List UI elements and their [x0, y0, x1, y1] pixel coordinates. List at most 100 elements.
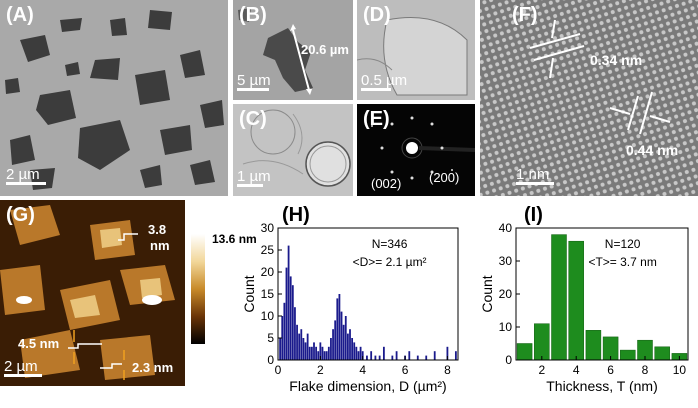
h-bar [366, 355, 368, 360]
panel-b-image [233, 0, 353, 100]
h-bar [355, 346, 358, 360]
h-bar [298, 333, 301, 360]
i-x-tick-label: 10 [673, 363, 687, 377]
h-bar [336, 298, 339, 360]
h-bar [395, 351, 398, 360]
i-sample-size: N=120 [605, 237, 641, 251]
panel-h-label: (H) [282, 204, 310, 226]
h-sample-size: N=346 [372, 237, 408, 251]
panel-d-scale-bar: 0.5 µm [361, 72, 408, 91]
h-bar [319, 342, 322, 360]
panel-c: (C) 1 µm [233, 104, 353, 196]
panel-g-height-1: 3.8 [148, 222, 167, 237]
h-bar [289, 276, 292, 360]
panel-g-label: (G) [6, 204, 35, 226]
h-bar [330, 338, 332, 360]
h-bar [346, 333, 349, 360]
h-x-tick-label: 8 [444, 363, 451, 377]
h-bar [342, 324, 345, 360]
h-y-tick-label: 25 [261, 243, 275, 257]
panel-g-height-2: 4.5 nm [18, 336, 60, 351]
h-bar [294, 307, 296, 360]
panel-g-height-3: 2.3 nm [132, 360, 174, 375]
h-y-tick-label: 15 [261, 287, 275, 301]
h-bar [349, 329, 351, 360]
h-bar [285, 267, 288, 360]
chart-thickness: 2 4 6 8 10 0 10 20 30 40 Thickness, T (nm) Count N=1… [479, 221, 689, 394]
afm-color-bar-max: 13.6 nm [212, 232, 257, 246]
i-x-tick-label: 4 [573, 363, 580, 377]
panel-g-scale-text: 2 µm [4, 358, 38, 375]
h-x-tick-label: 0 [275, 363, 282, 377]
h-x-tick-label: 4 [359, 363, 366, 377]
i-bar [551, 234, 567, 361]
i-bar [516, 343, 533, 361]
panel-f-image [480, 0, 698, 196]
h-bar [425, 355, 428, 360]
h-bar [353, 342, 356, 360]
h-bar [287, 245, 290, 360]
h-x-tick-label: 2 [317, 363, 324, 377]
panel-g-scale-bar: 2 µm [4, 358, 42, 377]
h-bar [315, 346, 318, 360]
i-bar [654, 346, 670, 361]
h-plot-frame [277, 227, 459, 361]
i-mean-value: <T>= 3.7 nm [588, 255, 656, 269]
chart-flake-dimension: 0 2 4 6 8 0 5 10 15 20 25 30 Flake dimension, D (µm²… [241, 221, 459, 394]
panel-c-label: (C) [239, 108, 267, 130]
i-y-tick-label: 0 [505, 353, 512, 367]
panel-f-scale-text: 1 nm [516, 166, 550, 183]
h-bar [283, 302, 286, 360]
h-bar [321, 346, 324, 360]
panel-b-label: (B) [239, 4, 267, 26]
h-bar [408, 351, 411, 360]
panel-a-image [0, 0, 228, 196]
i-x-axis-label: Thickness, T (nm) [546, 378, 658, 394]
h-bar [433, 351, 436, 360]
i-bar [568, 240, 584, 361]
h-y-tick-label: 10 [261, 309, 275, 323]
h-bar [454, 351, 457, 360]
h-mean-value: <D>= 2.1 µm² [353, 255, 427, 269]
panel-f-spacing-2: 0.44 nm [626, 142, 679, 158]
panel-c-scale-text: 1 µm [237, 168, 271, 185]
panel-f: (F) 0.34 nm 0.44 nm 1 nm [480, 0, 698, 196]
h-y-tick-label: 5 [267, 331, 274, 345]
h-bar [344, 316, 347, 360]
h-bar [382, 346, 385, 360]
h-bar [323, 351, 326, 360]
h-bar [446, 346, 449, 360]
panel-g: (G) 3.8 nm 4.5 nm 2.3 nm 2 µm [0, 200, 185, 386]
h-bar [313, 342, 315, 360]
h-bar [378, 355, 381, 360]
h-bar [291, 285, 294, 360]
panel-f-label: (F) [512, 4, 538, 26]
i-y-axis-label: Count [479, 275, 495, 312]
h-bar [327, 346, 330, 360]
h-bar [325, 351, 328, 360]
panel-d-scale-text: 0.5 µm [361, 72, 408, 89]
i-x-tick-label: 8 [642, 363, 649, 377]
i-bar [620, 349, 636, 361]
i-x-tick-label: 6 [607, 363, 614, 377]
h-bar [391, 355, 394, 360]
i-y-tick-label: 40 [499, 221, 513, 235]
h-bar [306, 333, 309, 360]
h-bar [416, 355, 419, 360]
h-bar [334, 320, 337, 360]
h-bar [374, 355, 377, 360]
h-y-tick-label: 30 [261, 221, 275, 235]
h-bar [351, 338, 354, 360]
i-bar [534, 323, 550, 361]
h-bar [296, 324, 298, 360]
h-bar [308, 346, 311, 360]
h-x-tick-label: 6 [402, 363, 409, 377]
h-y-axis-label: Count [241, 275, 257, 312]
panel-e: (E) (002) (200) [357, 104, 475, 196]
panel-a: (A) 2 µm [0, 0, 228, 196]
h-bar [310, 346, 313, 360]
h-bar [340, 311, 343, 360]
panel-a-label: (A) [6, 4, 34, 26]
panel-c-image [233, 104, 353, 196]
